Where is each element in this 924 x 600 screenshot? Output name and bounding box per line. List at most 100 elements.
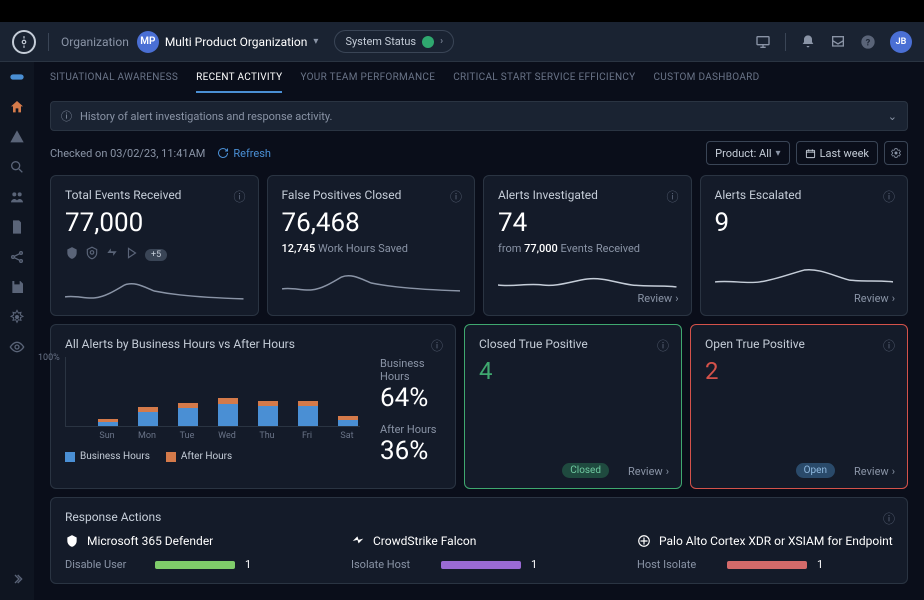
action-count: 1 bbox=[531, 558, 537, 571]
product-icon bbox=[105, 246, 119, 263]
card-title: Response Actions bbox=[65, 510, 893, 524]
card-total-events: ⓘ Total Events Received 77,000 +5 bbox=[50, 175, 259, 316]
nav-toggle-icon[interactable] bbox=[8, 68, 26, 86]
action-count: 1 bbox=[245, 558, 251, 571]
tab-efficiency[interactable]: CRITICAL START SERVICE EFFICIENCY bbox=[453, 72, 635, 93]
divider bbox=[48, 33, 49, 51]
review-link[interactable]: Review› bbox=[854, 292, 895, 305]
bar-group bbox=[256, 401, 280, 426]
sparkline bbox=[282, 265, 461, 295]
bar-group bbox=[216, 398, 240, 426]
nav-settings-icon[interactable] bbox=[8, 308, 26, 326]
info-icon[interactable]: ⓘ bbox=[883, 337, 895, 354]
info-icon[interactable]: ⓘ bbox=[431, 337, 443, 354]
card-value: 77,000 bbox=[65, 208, 244, 238]
stat-value: 36% bbox=[380, 436, 441, 466]
card-value: 9 bbox=[715, 208, 894, 238]
system-status-pill[interactable]: System Status › bbox=[334, 30, 454, 53]
sparkline bbox=[65, 273, 244, 303]
tab-team[interactable]: YOUR TEAM PERFORMANCE bbox=[300, 72, 435, 93]
review-link[interactable]: Review› bbox=[854, 465, 895, 478]
nav-expand-icon[interactable] bbox=[8, 570, 26, 588]
card-title: Alerts Escalated bbox=[715, 188, 894, 202]
chart-legend: Business Hours After Hours bbox=[65, 451, 360, 462]
date-range[interactable]: Last week bbox=[796, 141, 878, 165]
tab-recent[interactable]: RECENT ACTIVITY bbox=[196, 72, 282, 93]
product-filter[interactable]: Product: All▾ bbox=[706, 141, 789, 165]
user-avatar[interactable]: JB bbox=[890, 31, 912, 53]
card-value: 4 bbox=[479, 357, 667, 385]
nav-share-icon[interactable] bbox=[8, 248, 26, 266]
org-name: Multi Product Organization bbox=[165, 35, 308, 49]
settings-button[interactable] bbox=[884, 141, 908, 165]
review-link[interactable]: Review› bbox=[628, 465, 669, 478]
info-icon[interactable]: ⓘ bbox=[666, 188, 678, 205]
vendor-name: CrowdStrike Falcon bbox=[373, 534, 476, 548]
card-title: Alerts Investigated bbox=[498, 188, 677, 202]
review-link[interactable]: Review› bbox=[638, 292, 679, 305]
card-value: 74 bbox=[498, 208, 677, 238]
action-bar bbox=[441, 561, 521, 569]
action-label: Isolate Host bbox=[351, 558, 431, 571]
app-logo[interactable] bbox=[12, 30, 36, 54]
card-false-positives: ⓘ False Positives Closed 76,468 12,745 W… bbox=[267, 175, 476, 316]
tab-situational[interactable]: SITUATIONAL AWARENESS bbox=[50, 72, 178, 93]
refresh-button[interactable]: Refresh bbox=[217, 147, 271, 160]
card-alerts-investigated: ⓘ Alerts Investigated 74 from 77,000 Eve… bbox=[483, 175, 692, 316]
nav-search-icon[interactable] bbox=[8, 158, 26, 176]
info-icon[interactable]: ⓘ bbox=[233, 188, 245, 205]
card-title: False Positives Closed bbox=[282, 188, 461, 202]
bar-group bbox=[296, 401, 320, 426]
inbox-icon[interactable] bbox=[830, 34, 846, 50]
info-icon[interactable]: ⓘ bbox=[883, 510, 895, 527]
x-label: Thu bbox=[255, 431, 279, 441]
legend-swatch-bh bbox=[65, 452, 75, 462]
vendor-name: Microsoft 365 Defender bbox=[87, 534, 213, 548]
card-open-tp: ⓘ Open True Positive 2 Open Review› bbox=[690, 324, 908, 489]
action-bar bbox=[155, 561, 235, 569]
checked-text: Checked on 03/02/23, 11:41AM bbox=[50, 147, 205, 160]
card-response-actions: ⓘ Response Actions Microsoft 365 Defende… bbox=[50, 497, 908, 584]
nav-file-icon[interactable] bbox=[8, 218, 26, 236]
bell-icon[interactable] bbox=[800, 34, 816, 50]
card-title: All Alerts by Business Hours vs After Ho… bbox=[65, 337, 441, 351]
product-icon bbox=[125, 246, 139, 263]
shield-icon bbox=[65, 534, 79, 548]
resp-col-pa: Palo Alto Cortex XDR or XSIAM for Endpoi… bbox=[637, 534, 893, 571]
info-text: History of alert investigations and resp… bbox=[80, 110, 332, 123]
product-more[interactable]: +5 bbox=[145, 249, 167, 261]
x-label: Tue bbox=[175, 431, 199, 441]
hours-stats: Business Hours 64% After Hours 36% bbox=[380, 357, 441, 476]
sparkline bbox=[715, 260, 894, 290]
card-subtitle: from 77,000 Events Received bbox=[498, 242, 677, 255]
status-ok-icon bbox=[422, 36, 434, 48]
monitor-icon[interactable] bbox=[755, 34, 771, 50]
x-label: Sat bbox=[335, 431, 359, 441]
row-2: ⓘ All Alerts by Business Hours vs After … bbox=[34, 316, 924, 497]
vendor-name: Palo Alto Cortex XDR or XSIAM for Endpoi… bbox=[659, 534, 893, 548]
tab-custom[interactable]: CUSTOM DASHBOARD bbox=[654, 72, 760, 93]
hours-chart: 100% SunMonTueWedThuFriSat Business Hour… bbox=[65, 357, 360, 476]
info-bar[interactable]: ⓘ History of alert investigations and re… bbox=[50, 101, 908, 131]
info-icon[interactable]: ⓘ bbox=[883, 188, 895, 205]
divider bbox=[785, 33, 786, 51]
toolbar: Checked on 03/02/23, 11:41AM Refresh Pro… bbox=[34, 131, 924, 175]
kpi-row: ⓘ Total Events Received 77,000 +5 ⓘ Fals… bbox=[34, 175, 924, 316]
nav-save-icon[interactable] bbox=[8, 278, 26, 296]
nav-alert-icon[interactable] bbox=[8, 128, 26, 146]
info-icon[interactable]: ⓘ bbox=[450, 188, 462, 205]
nav-users-icon[interactable] bbox=[8, 188, 26, 206]
org-chevron-icon[interactable]: ▾ bbox=[313, 36, 318, 47]
bar-group bbox=[136, 407, 160, 426]
x-label: Sun bbox=[95, 431, 119, 441]
nav-home-icon[interactable] bbox=[8, 98, 26, 116]
closed-badge: Closed bbox=[562, 463, 609, 478]
x-label: Mon bbox=[135, 431, 159, 441]
bar-group bbox=[336, 416, 360, 426]
nav-eye-icon[interactable] bbox=[8, 338, 26, 356]
resp-col-ms: Microsoft 365 Defender Disable User 1 bbox=[65, 534, 321, 571]
help-icon[interactable]: ? bbox=[860, 34, 876, 50]
card-title: Total Events Received bbox=[65, 188, 244, 202]
card-alerts-escalated: ⓘ Alerts Escalated 9 Review› bbox=[700, 175, 909, 316]
info-icon[interactable]: ⓘ bbox=[657, 337, 669, 354]
